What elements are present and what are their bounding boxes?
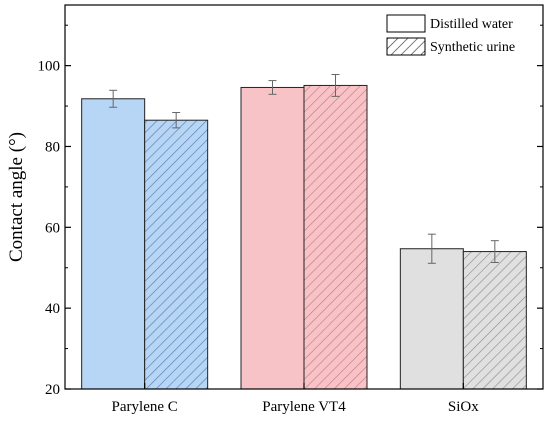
bars-group — [81, 84, 527, 390]
legend-swatch-distilled-water — [386, 14, 426, 33]
x-tick-label-parylene-c: Parylene C — [112, 399, 178, 415]
legend-swatch-synthetic-urine — [386, 37, 426, 56]
y-axis-title: Contact angle (°) — [6, 132, 27, 262]
bar-parylene-c-distilled-water — [81, 98, 146, 390]
bar-siox-distilled-water — [399, 248, 464, 390]
error-bar-parylene-c-synthetic-urine — [172, 112, 181, 129]
y-axis: 20 40 60 80 100 — [38, 24, 543, 398]
error-bar-parylene-vt4-distilled-water — [268, 80, 277, 95]
x-tick-label-parylene-vt4: Parylene VT4 — [262, 399, 346, 415]
bar-parylene-vt4-synthetic-urine — [303, 84, 368, 390]
y-tick-label: 100 — [38, 59, 61, 75]
y-tick-label: 80 — [45, 139, 60, 155]
y-tick-label: 60 — [45, 220, 60, 236]
legend-label-synthetic-urine: Synthetic urine — [430, 40, 515, 55]
bar-parylene-c-synthetic-urine — [144, 119, 209, 390]
error-bar-parylene-c-distilled-water — [109, 89, 118, 108]
x-tick-label-siox: SiOx — [448, 399, 479, 415]
legend: Distilled water Synthetic urine — [386, 14, 515, 56]
error-bars-group — [109, 74, 499, 264]
y-tick-label: 40 — [45, 301, 60, 317]
y-tick-label: 20 — [45, 382, 60, 398]
x-axis: Parylene C Parylene VT4 SiOx — [112, 383, 479, 415]
legend-label-distilled-water: Distilled water — [430, 17, 513, 32]
bar-siox-synthetic-urine — [462, 251, 527, 390]
error-bar-parylene-vt4-synthetic-urine — [331, 74, 340, 97]
error-bar-siox-synthetic-urine — [490, 240, 499, 263]
error-bar-siox-distilled-water — [427, 233, 436, 264]
bar-parylene-vt4-distilled-water — [240, 86, 305, 390]
